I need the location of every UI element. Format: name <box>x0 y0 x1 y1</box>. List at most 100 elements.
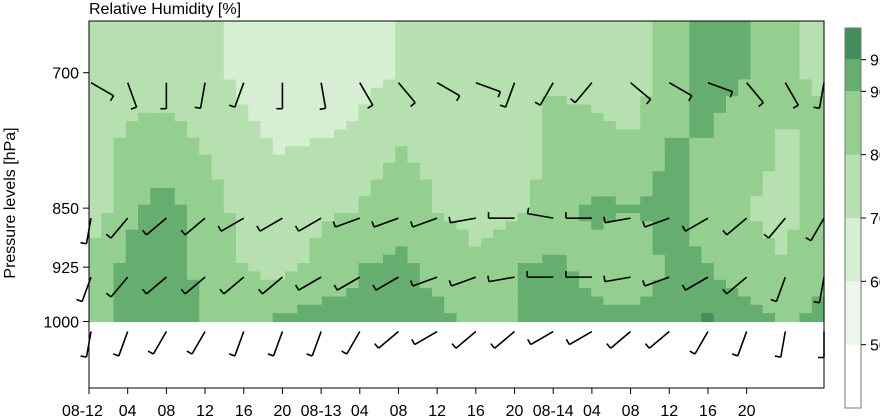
humidity-cell <box>689 229 703 239</box>
humidity-cell <box>542 54 556 64</box>
humidity-cell <box>211 263 225 273</box>
humidity-cell <box>664 288 678 298</box>
wind-barb-flag <box>813 106 820 110</box>
humidity-cell <box>272 254 286 264</box>
humidity-cell <box>199 121 213 131</box>
humidity-cell <box>297 304 311 314</box>
humidity-cell <box>150 154 164 164</box>
humidity-cell <box>517 279 531 289</box>
humidity-cell <box>579 254 592 264</box>
humidity-cell <box>750 187 764 197</box>
humidity-cell <box>664 121 678 131</box>
humidity-cell <box>787 112 801 122</box>
humidity-cell <box>223 179 237 189</box>
humidity-cell <box>750 212 764 222</box>
humidity-cell <box>664 304 678 314</box>
humidity-cell <box>750 179 764 189</box>
humidity-cell <box>150 246 164 256</box>
humidity-cell <box>456 263 470 273</box>
humidity-cell <box>811 313 825 323</box>
humidity-cell <box>101 137 115 147</box>
humidity-cell <box>285 271 298 281</box>
humidity-cell <box>260 288 274 298</box>
humidity-cell <box>542 296 556 306</box>
humidity-cell <box>799 204 813 214</box>
humidity-cell <box>738 129 752 139</box>
humidity-cell <box>223 271 237 281</box>
humidity-cell <box>395 296 409 306</box>
humidity-cell <box>395 154 409 164</box>
humidity-cell <box>309 296 323 306</box>
humidity-cell <box>321 246 335 256</box>
humidity-cell <box>346 154 360 164</box>
humidity-cell <box>787 79 801 89</box>
humidity-cell <box>223 212 237 222</box>
humidity-cell <box>321 46 335 55</box>
humidity-cell <box>358 121 372 131</box>
humidity-cell <box>750 21 764 30</box>
humidity-cell <box>383 187 396 197</box>
humidity-cell <box>566 204 580 214</box>
humidity-cell <box>701 137 715 147</box>
humidity-cell <box>689 179 703 189</box>
humidity-cell <box>579 221 592 231</box>
humidity-cell <box>162 229 176 239</box>
humidity-cell <box>701 271 715 281</box>
humidity-cell <box>775 279 788 289</box>
humidity-cell <box>395 21 409 30</box>
humidity-cell <box>762 279 776 289</box>
humidity-cell <box>603 296 617 306</box>
humidity-cell <box>89 79 102 89</box>
humidity-cell <box>640 87 654 97</box>
humidity-cell <box>579 54 592 64</box>
humidity-cell <box>248 263 262 273</box>
wind-barb <box>436 82 461 97</box>
humidity-cell <box>383 96 396 106</box>
humidity-cell <box>174 221 188 231</box>
humidity-cell <box>530 21 543 30</box>
humidity-cell <box>628 87 641 97</box>
humidity-cell <box>517 196 531 206</box>
humidity-cell <box>640 204 654 214</box>
wind-barb-flag <box>805 236 812 242</box>
humidity-cell <box>383 171 396 181</box>
humidity-cell <box>750 54 764 64</box>
humidity-cell <box>432 279 445 289</box>
humidity-cell <box>321 112 335 122</box>
humidity-cell <box>138 54 151 64</box>
humidity-cell <box>272 246 286 256</box>
humidity-cell <box>579 112 592 122</box>
humidity-cell <box>566 54 580 64</box>
humidity-cell <box>223 46 237 55</box>
humidity-cell <box>615 296 629 306</box>
humidity-cell <box>334 162 347 172</box>
humidity-cell <box>591 79 605 89</box>
humidity-cell <box>407 87 421 97</box>
humidity-cell <box>652 121 666 131</box>
humidity-cell <box>493 263 507 273</box>
humidity-cell <box>358 179 372 189</box>
humidity-cell <box>174 62 188 72</box>
humidity-cell <box>297 238 311 247</box>
humidity-cell <box>125 279 139 289</box>
humidity-cell <box>566 279 580 289</box>
humidity-cell <box>738 246 752 256</box>
humidity-cell <box>346 187 360 197</box>
humidity-cell <box>223 54 237 64</box>
wind-barb <box>539 82 554 106</box>
humidity-cell <box>628 21 641 30</box>
humidity-cell <box>187 104 200 114</box>
humidity-cell <box>615 54 629 64</box>
humidity-cell <box>640 104 654 114</box>
wind-barb <box>630 82 652 101</box>
humidity-cell <box>726 62 739 72</box>
humidity-cell <box>174 288 188 298</box>
humidity-cell <box>677 71 690 81</box>
wind-barb <box>568 330 593 346</box>
humidity-cell <box>150 229 164 239</box>
humidity-cell <box>591 96 605 106</box>
humidity-cell <box>677 304 690 314</box>
humidity-cell <box>395 79 409 89</box>
wind-barb <box>668 82 693 97</box>
humidity-cell <box>628 137 641 147</box>
